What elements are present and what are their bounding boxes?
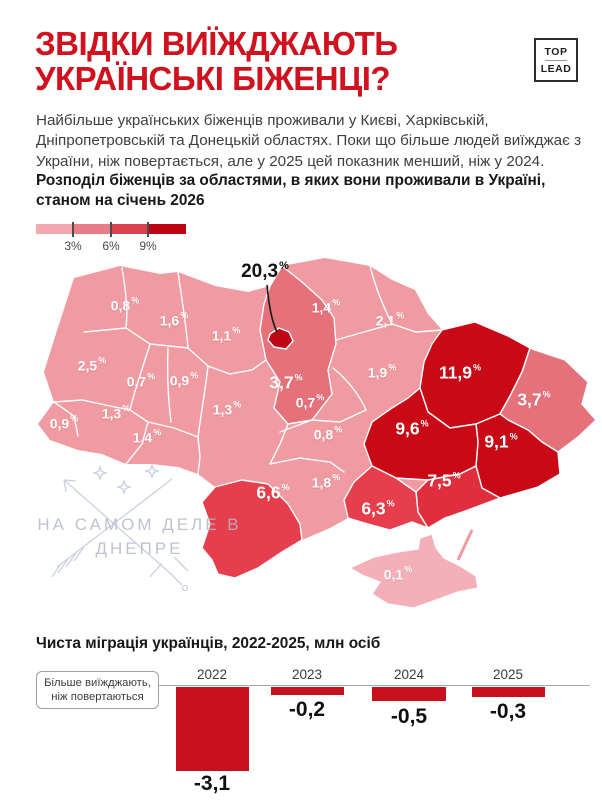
legend-segment-4 [148,224,186,234]
region-label-kyiv-city: 20,3% [241,259,289,283]
region-label-donetsk: 9,1% [484,431,518,452]
legend-label-9: 9% [139,239,157,253]
map-arabat-spit [456,529,474,561]
map-region-kherson [343,465,429,531]
legend-segment-2 [73,224,111,234]
legend-label-3: 3% [64,239,82,253]
logo-lead-text: LEAD [540,62,572,75]
bar-value-2023: -0,2 [288,698,326,721]
legend-segment-3 [111,224,149,234]
bar-2025 [472,687,545,697]
map-region-kyiv-city [267,327,294,350]
region-label-mykolaiv: 1,8% [311,472,341,491]
region-label-zhytomyr: 1,1% [211,325,241,344]
year-label-2023: 2023 [291,667,323,682]
ukraine-choropleth-map [30,252,602,614]
oblast-overlays [201,265,597,579]
bar-2023 [271,687,344,695]
year-label-2025: 2025 [492,667,524,682]
region-label-luhansk: 3,7% [517,389,551,410]
page-title: ЗВІДКИ ВИЇЖДЖАЮТЬ УКРАЇНСЬКІ БІЖЕНЦІ? [35,25,398,97]
toplead-logo: TOP LEAD [534,38,578,82]
region-label-sumy: 2,1% [375,310,405,329]
map-region-odesa [201,479,303,579]
legend-tick-9 [147,222,149,237]
logo-divider [545,59,567,61]
intro-paragraph: Найбільше українських біженців проживали… [36,112,582,170]
chart-annotation-box: Більше виїжджають, ніж повертаються [36,671,159,709]
legend-tick-3 [72,222,74,237]
region-label-kherson: 6,3% [361,498,395,519]
kyiv-callout-line [266,284,278,333]
year-label-2024: 2024 [393,667,425,682]
region-label-kharkiv: 11,9% [438,362,482,383]
map-subtitle: Розподіл біженців за областями, в яких в… [36,172,546,210]
page-title-line1: ЗВІДКИ ВИЇЖДЖАЮТЬ [35,25,398,62]
region-label-kirovohrad: 0,8% [313,424,343,443]
region-label-cherkasy: 0,7% [295,392,325,411]
region-label-volyn: 0,8% [110,295,140,314]
color-scale-legend [36,224,186,234]
region-label-lviv: 2,5% [77,355,107,374]
region-label-dnipro: 9,6% [395,418,429,439]
region-label-ternopil: 0,7% [126,371,156,390]
bar-value-2024: -0,5 [390,705,428,728]
region-label-chernihiv: 1,4% [311,297,341,316]
region-label-khmelnytskyi: 0,9% [169,370,199,389]
annotation-line2: ніж повертаються [51,691,144,703]
legend-label-6: 6% [102,239,120,253]
ukraine-map-svg [38,258,597,609]
oblast-borders [53,265,443,475]
bar-value-2022: -3,1 [193,772,231,795]
region-label-zaporizhzhia: 7,5% [427,470,461,491]
map-region-kyiv-oblast [259,265,337,425]
region-label-ivano-frankivsk: 1,3% [101,403,131,422]
annotation-line1: Більше виїжджають, [44,676,151,689]
page-title-line2: УКРАЇНСЬКІ БІЖЕНЦІ? [35,60,391,97]
bar-2022 [176,687,249,771]
region-label-kyiv-oblast: 3,7% [269,372,303,393]
region-label-rivne: 1,6% [159,310,189,329]
legend-segment-1 [36,224,74,234]
bar-2024 [372,687,446,701]
legend-tick-6 [110,222,112,237]
region-label-crimea: 0,1% [383,564,413,583]
bar-chart-title: Чиста міграція українців, 2022-2025, млн… [36,635,381,652]
bar-chart-axis-line [36,685,590,686]
logo-top-text: TOP [544,45,568,58]
region-label-vinnytsia: 1,3% [212,399,242,418]
region-label-chernivtsi: 1,4% [132,427,162,446]
region-label-odesa: 6,6% [256,482,290,503]
year-label-2022: 2022 [196,667,228,682]
region-label-poltava: 1,9% [367,362,397,381]
bar-value-2025: -0,3 [489,700,527,723]
map-region-crimea [348,533,479,609]
region-label-zakarpattia: 0,9% [49,413,79,432]
